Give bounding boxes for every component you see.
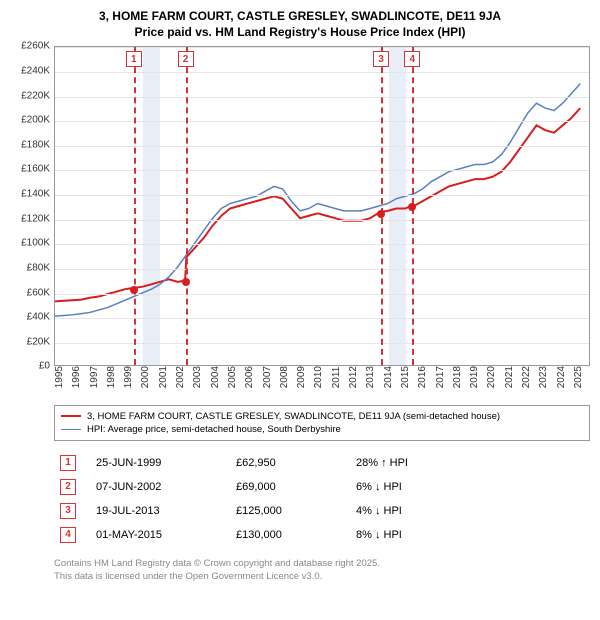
x-tick: 1995 [54,366,71,392]
title-line-1: 3, HOME FARM COURT, CASTLE GRESLEY, SWAD… [10,8,590,24]
x-tick: 2020 [486,366,503,392]
legend-label: 3, HOME FARM COURT, CASTLE GRESLEY, SWAD… [87,411,500,422]
y-tick: £20K [27,336,50,347]
x-tick: 1996 [71,366,88,392]
chart-area: £0£20K£40K£60K£80K£100K£120K£140K£160K£1… [10,46,590,366]
footer-line-2: This data is licensed under the Open Gov… [54,570,590,583]
x-tick: 2007 [262,366,279,392]
event-row: 125-JUN-1999£62,95028% ↑ HPI [54,451,590,475]
x-tick: 1998 [106,366,123,392]
y-tick: £80K [27,262,50,273]
x-tick: 2012 [348,366,365,392]
event-row: 319-JUL-2013£125,0004% ↓ HPI [54,499,590,523]
x-tick: 2008 [279,366,296,392]
y-tick: £200K [21,115,50,126]
legend-label: HPI: Average price, semi-detached house,… [87,424,341,435]
y-tick: £260K [21,41,50,52]
x-tick: 2005 [227,366,244,392]
x-tick: 2016 [417,366,434,392]
x-tick: 1999 [123,366,140,392]
x-tick: 2022 [521,366,538,392]
marker-dot [182,278,190,286]
x-tick: 1997 [89,366,106,392]
x-tick: 2023 [538,366,555,392]
y-tick: £100K [21,238,50,249]
event-badge: 4 [404,51,420,67]
event-row: 207-JUN-2002£69,0006% ↓ HPI [54,475,590,499]
y-tick: £220K [21,90,50,101]
legend: 3, HOME FARM COURT, CASTLE GRESLEY, SWAD… [54,405,590,441]
y-tick: £160K [21,164,50,175]
x-tick: 2018 [452,366,469,392]
x-tick: 2009 [296,366,313,392]
y-tick: £140K [21,189,50,200]
x-tick: 2014 [383,366,400,392]
y-tick: £0 [39,361,50,372]
y-tick: £40K [27,312,50,323]
event-badge: 2 [178,51,194,67]
x-tick: 2024 [556,366,573,392]
x-tick: 2017 [435,366,452,392]
x-tick: 2019 [469,366,486,392]
x-axis: 1995199619971998199920002001200220032004… [54,366,590,392]
x-tick: 2002 [175,366,192,392]
y-tick: £120K [21,213,50,224]
x-tick: 2013 [365,366,382,392]
title-line-2: Price paid vs. HM Land Registry's House … [10,24,590,40]
x-tick: 2006 [244,366,261,392]
y-tick: £180K [21,139,50,150]
x-tick: 2000 [140,366,157,392]
marker-dot [377,210,385,218]
x-tick: 2015 [400,366,417,392]
x-tick: 2001 [158,366,175,392]
legend-item: HPI: Average price, semi-detached house,… [61,423,583,436]
x-tick: 2010 [313,366,330,392]
x-tick: 2021 [504,366,521,392]
plot-area: 1 2 34 [54,46,590,366]
x-tick: 2025 [573,366,590,392]
chart-title: 3, HOME FARM COURT, CASTLE GRESLEY, SWAD… [10,8,590,40]
legend-item: 3, HOME FARM COURT, CASTLE GRESLEY, SWAD… [61,410,583,423]
footer-line-1: Contains HM Land Registry data © Crown c… [54,557,590,570]
marker-dot [408,203,416,211]
event-row: 401-MAY-2015£130,0008% ↓ HPI [54,523,590,547]
events-table: 125-JUN-1999£62,95028% ↑ HPI207-JUN-2002… [54,451,590,547]
event-badge: 1 [126,51,142,67]
event-badge: 3 [373,51,389,67]
footer: Contains HM Land Registry data © Crown c… [54,557,590,584]
y-axis: £0£20K£40K£60K£80K£100K£120K£140K£160K£1… [10,46,54,366]
y-tick: £60K [27,287,50,298]
y-tick: £240K [21,65,50,76]
x-tick: 2011 [331,366,348,392]
x-tick: 2003 [192,366,209,392]
x-tick: 2004 [210,366,227,392]
marker-dot [130,286,138,294]
